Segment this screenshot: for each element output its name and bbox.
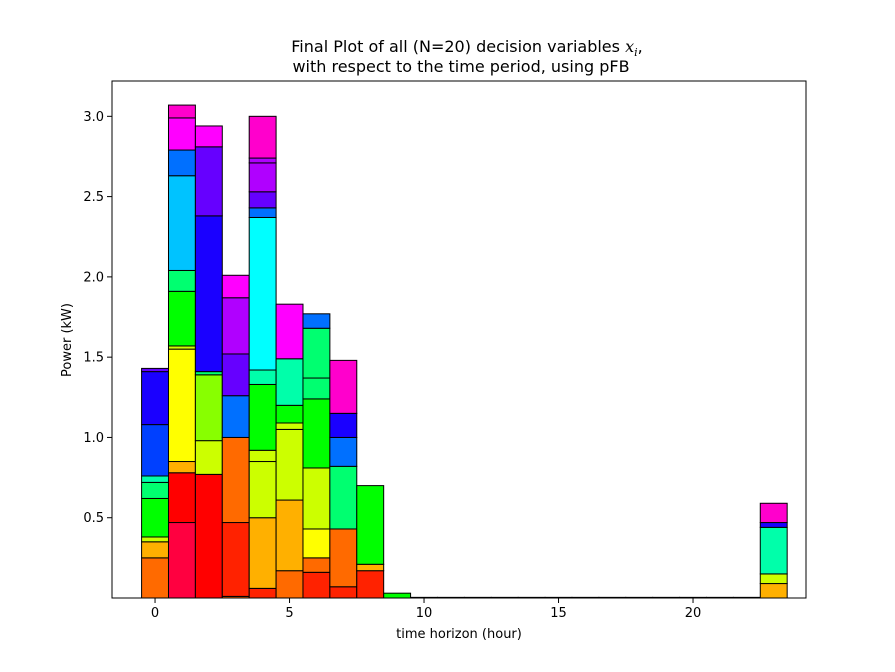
bar-segment-hour-0-5	[141, 475, 169, 483]
y-ticks-group: 0.5 1.0 1.5 2.0 2.5 3.0	[83, 110, 112, 526]
bar-segment-hour-2-2	[194, 374, 223, 442]
bar-segment-hour-3-6	[221, 274, 250, 299]
bar-segment-hour-0-3	[141, 497, 169, 538]
bar-segment-hour-1-3	[167, 348, 196, 463]
bar-segment-hour-1-1	[167, 472, 196, 524]
bar-segment-hour-0-0	[141, 557, 169, 599]
bar-segment-hour-4-7	[248, 207, 277, 218]
bar-segment-hour-1-10	[167, 104, 196, 119]
bar-segment-hour-23-1	[759, 573, 788, 585]
bar-segment-hour-7-0	[329, 586, 358, 599]
bar-segment-hour-5-0	[275, 570, 304, 599]
bar-segment-hour-6-5	[302, 377, 331, 400]
bar-segment-hour-4-2	[248, 461, 277, 519]
bar-segment-hour-4-0	[248, 587, 277, 599]
bar-segment-hour-23-0	[759, 583, 788, 599]
bar-segment-hour-5-1	[275, 499, 304, 572]
x-tick-label: 10	[416, 606, 433, 621]
bar-segment-hour-2-0	[194, 473, 223, 599]
bar-segment-hour-3-2	[221, 436, 250, 524]
bar-segment-hour-6-1	[302, 557, 331, 573]
chart-title-line-1: Final Plot of all (N=20) decision variab…	[291, 37, 642, 59]
bar-segment-hour-4-6	[248, 216, 277, 371]
bar-segment-hour-9-0	[383, 592, 412, 599]
bar-segment-hour-6-7	[302, 313, 331, 329]
bar-segment-hour-2-6	[194, 125, 223, 148]
x-tick-label: 15	[550, 606, 567, 621]
bar-segment-hour-1-2	[167, 461, 196, 474]
bar-segment-hour-6-0	[302, 571, 331, 599]
bar-segment-hour-1-9	[167, 117, 196, 151]
y-tick-label: 2.5	[83, 190, 104, 205]
bar-segment-hour-4-10	[248, 157, 277, 164]
bar-segment-hour-2-5	[194, 146, 223, 217]
bar-segment-hour-7-3	[329, 436, 358, 467]
bar-segment-hour-4-4	[248, 383, 277, 451]
bar-segment-hour-8-2	[356, 485, 385, 565]
bar-segment-hour-5-3	[275, 422, 304, 430]
bar-segment-hour-0-1	[141, 541, 169, 559]
x-ticks-group: 0 5 10 15 20	[151, 598, 701, 621]
x-axis-label: time horizon (hour)	[396, 627, 522, 642]
bar-segment-hour-6-3	[302, 467, 331, 530]
bars-group	[141, 104, 788, 599]
y-axis-label: Power (kW)	[60, 303, 75, 377]
bar-segment-hour-0-6	[141, 424, 169, 477]
bar-segment-hour-0-4	[141, 481, 169, 499]
bar-segment-hour-7-2	[329, 465, 358, 530]
bar-segment-hour-7-1	[329, 528, 358, 588]
bar-segment-hour-7-4	[329, 412, 358, 438]
bar-segment-hour-23-2	[759, 526, 788, 575]
bar-segment-hour-8-1	[356, 563, 385, 572]
bar-segment-hour-2-4	[194, 215, 223, 373]
x-tick-label: 0	[151, 606, 159, 621]
bar-segment-hour-7-5	[329, 359, 358, 414]
bar-segment-hour-4-8	[248, 191, 277, 209]
bar-segment-hour-5-5	[275, 358, 304, 406]
y-tick-label: 1.5	[83, 351, 104, 366]
bar-segment-hour-8-0	[356, 570, 385, 599]
x-tick-label: 5	[285, 606, 293, 621]
bar-segment-hour-0-8	[141, 367, 169, 373]
y-tick-label: 0.5	[83, 511, 104, 526]
plot-frame	[111, 80, 807, 599]
bar-segment-hour-4-9	[248, 162, 277, 193]
bar-segment-hour-5-4	[275, 404, 304, 424]
y-tick-label: 3.0	[83, 110, 104, 125]
x-tick-label: 20	[685, 606, 702, 621]
bar-segment-hour-1-6	[167, 269, 196, 292]
y-tick-label: 1.0	[83, 431, 104, 446]
bar-segment-hour-1-0	[167, 522, 196, 599]
chart-title-suffix: ,	[638, 37, 643, 56]
bar-segment-hour-6-4	[302, 398, 331, 469]
bar-segment-hour-5-6	[275, 303, 304, 360]
bar-segment-hour-5-2	[275, 428, 304, 501]
bar-segment-hour-3-5	[221, 297, 250, 355]
bar-segment-hour-2-1	[194, 440, 223, 475]
bar-segment-hour-1-8	[167, 149, 196, 177]
bar-segment-hour-6-2	[302, 528, 331, 559]
bar-segment-hour-4-11	[248, 115, 277, 159]
bar-segment-hour-1-7	[167, 175, 196, 271]
y-tick-label: 2.0	[83, 270, 104, 285]
bar-segment-hour-3-4	[221, 353, 250, 397]
bar-segment-hour-4-1	[248, 517, 277, 589]
bar-segment-hour-0-2	[141, 536, 169, 543]
chart-title-line-2: with respect to the time period, using p…	[292, 57, 629, 76]
bar-segment-hour-1-5	[167, 290, 196, 347]
bar-segment-hour-3-1	[221, 522, 250, 597]
bar-segment-hour-4-5	[248, 369, 277, 385]
chart-title-prefix: Final Plot of all (N=20) decision variab…	[291, 37, 625, 56]
bar-segment-hour-6-6	[302, 327, 331, 379]
bar-segment-hour-0-7	[141, 371, 169, 426]
bar-segment-hour-4-3	[248, 449, 277, 463]
chart-title-math-symbol: x	[625, 37, 634, 56]
bar-segment-hour-23-3	[759, 522, 788, 528]
chart-title-math-subscript: i	[634, 46, 638, 59]
bar-segment-hour-3-3	[221, 395, 250, 438]
bar-segment-hour-23-4	[759, 502, 788, 524]
